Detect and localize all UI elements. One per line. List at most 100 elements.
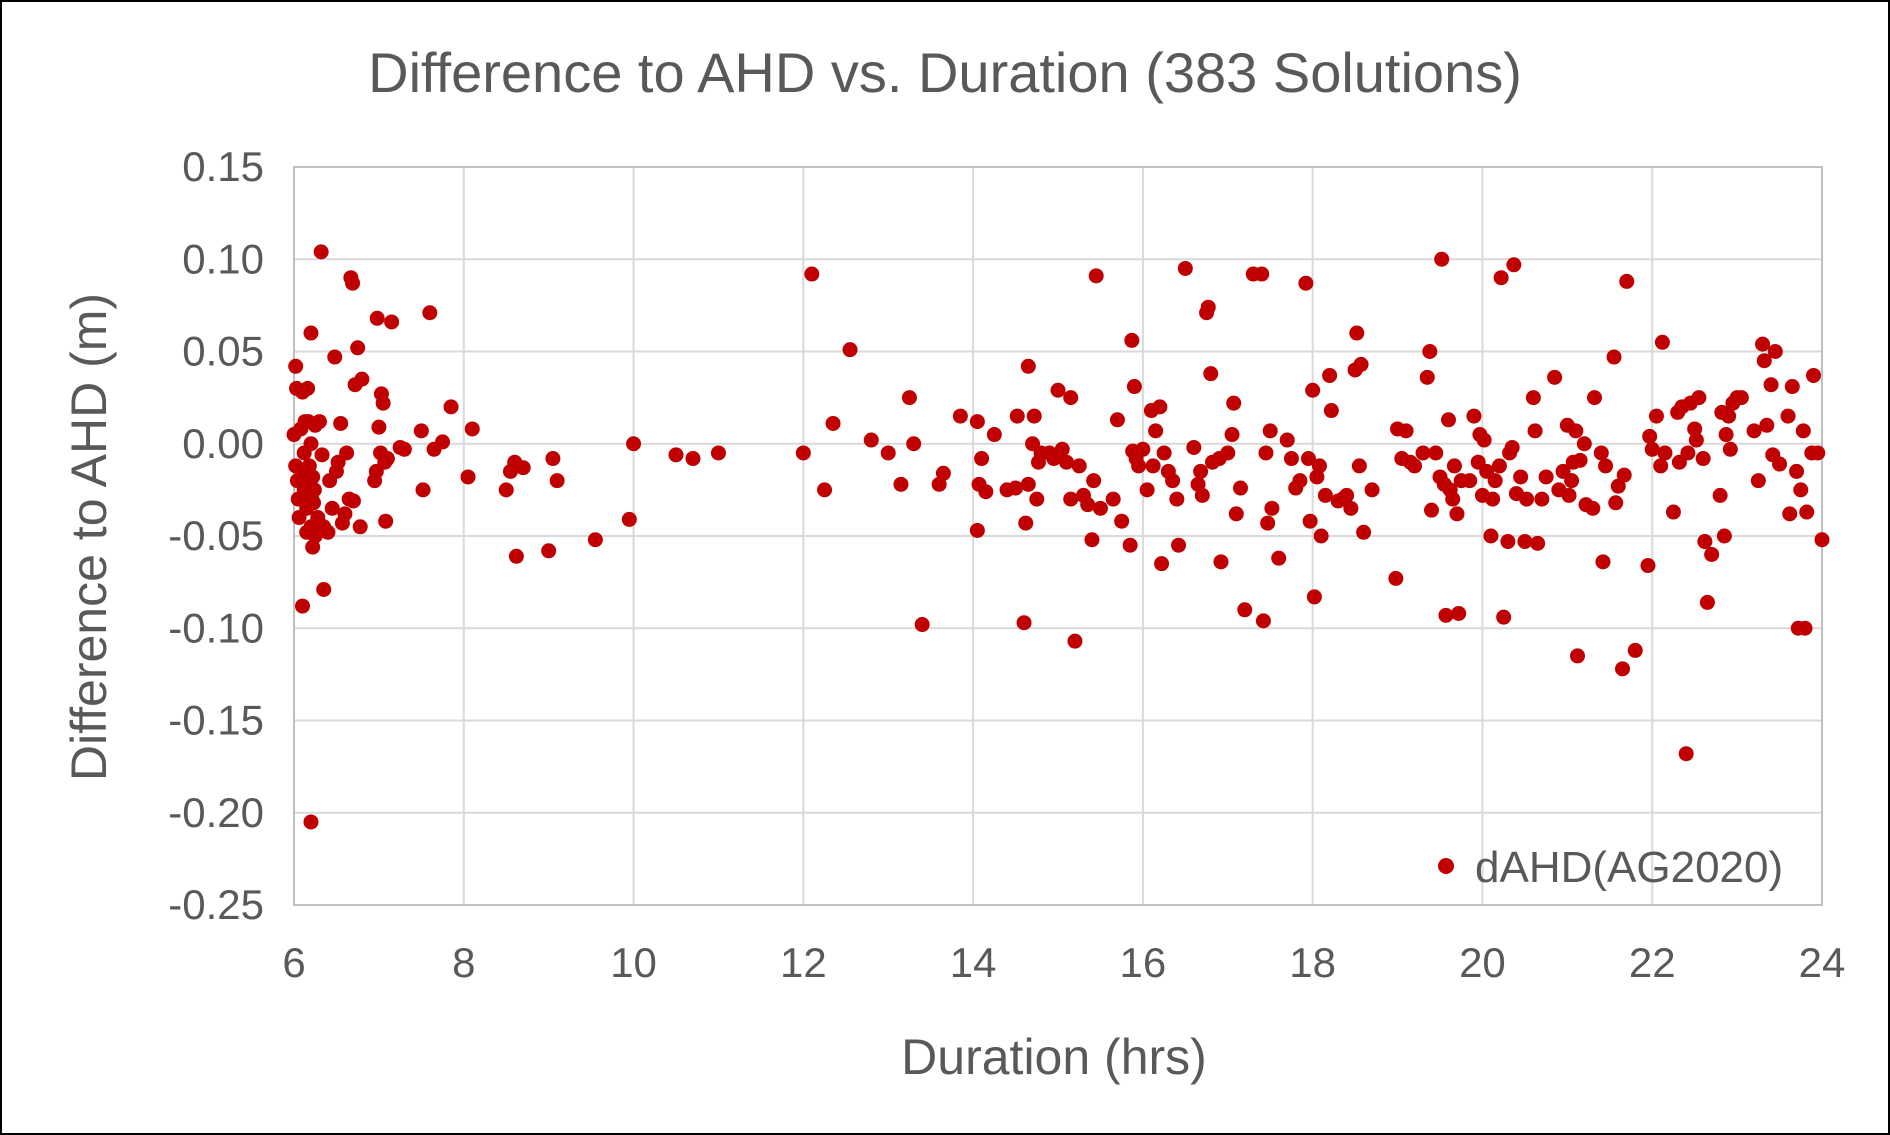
- data-point: [1585, 500, 1601, 516]
- data-point: [350, 340, 366, 356]
- data-point: [306, 482, 322, 498]
- data-point: [1451, 605, 1467, 621]
- data-point: [952, 408, 968, 424]
- data-point: [1193, 463, 1209, 479]
- legend-label: dAHD(AG2020): [1475, 843, 1783, 892]
- data-point: [1063, 390, 1079, 406]
- data-point: [1487, 473, 1503, 489]
- data-point: [817, 482, 833, 498]
- data-point: [880, 445, 896, 461]
- data-point: [685, 451, 701, 467]
- gridlines: [293, 166, 1823, 906]
- data-point: [305, 469, 321, 485]
- data-point: [316, 582, 332, 598]
- data-point: [1298, 275, 1314, 291]
- y-tick-label: 0.15: [182, 143, 264, 190]
- data-point: [1644, 441, 1660, 457]
- data-point: [1789, 463, 1805, 479]
- data-point: [1688, 432, 1704, 448]
- x-tick-label: 18: [1289, 939, 1336, 986]
- data-point: [1255, 613, 1271, 629]
- data-point: [1755, 336, 1771, 352]
- data-point: [1772, 456, 1788, 472]
- data-point: [978, 484, 994, 500]
- data-point: [369, 310, 385, 326]
- data-point: [1343, 500, 1359, 516]
- data-point: [378, 513, 394, 529]
- data-point: [352, 519, 368, 535]
- y-tick-label: -0.10: [168, 604, 264, 651]
- data-point: [300, 380, 316, 396]
- y-tick-label: 0.05: [182, 328, 264, 375]
- data-point: [1616, 467, 1632, 483]
- data-point: [842, 342, 858, 358]
- data-point: [1440, 412, 1456, 428]
- x-axis-title: Duration (hrs): [901, 1029, 1207, 1085]
- data-point: [294, 598, 310, 614]
- data-point: [1152, 399, 1168, 415]
- data-point: [1722, 441, 1738, 457]
- data-point: [986, 427, 1002, 443]
- data-point: [541, 543, 557, 559]
- x-tick-label: 22: [1629, 939, 1676, 986]
- data-point: [1606, 349, 1622, 365]
- data-point: [422, 305, 438, 321]
- data-points: [286, 244, 1830, 830]
- data-point: [1797, 620, 1813, 636]
- data-point: [1203, 366, 1219, 382]
- data-point: [1292, 473, 1308, 489]
- data-point: [1200, 299, 1216, 315]
- data-point: [1165, 473, 1181, 489]
- data-point: [1109, 412, 1125, 428]
- data-point: [1088, 268, 1104, 284]
- data-point: [1530, 535, 1546, 551]
- data-point: [1527, 423, 1543, 439]
- data-point: [415, 482, 431, 498]
- data-point: [1009, 408, 1025, 424]
- data-point: [914, 617, 930, 633]
- data-point: [324, 500, 340, 516]
- data-point: [1648, 408, 1664, 424]
- x-tick-label: 6: [282, 939, 305, 986]
- x-tick-label: 12: [780, 939, 827, 986]
- data-point: [1029, 491, 1045, 507]
- data-point: [1485, 491, 1501, 507]
- y-tick-label: -0.20: [168, 789, 264, 836]
- data-point: [1733, 390, 1749, 406]
- data-point: [1756, 353, 1772, 369]
- data-point: [1058, 454, 1074, 470]
- data-point: [1687, 421, 1703, 437]
- data-point: [1254, 266, 1270, 282]
- data-point: [710, 445, 726, 461]
- data-point: [1313, 528, 1329, 544]
- data-point: [1139, 482, 1155, 498]
- data-point: [1419, 369, 1435, 385]
- data-point: [1364, 482, 1380, 498]
- data-point: [1226, 395, 1242, 411]
- data-point: [1067, 633, 1083, 649]
- data-point: [345, 493, 361, 509]
- data-point: [371, 419, 387, 435]
- x-tick-label: 8: [452, 939, 475, 986]
- data-point: [668, 447, 684, 463]
- data-point: [1699, 594, 1715, 610]
- data-point: [1654, 334, 1670, 350]
- data-point: [333, 415, 349, 431]
- data-point: [1169, 491, 1185, 507]
- data-point: [1493, 270, 1509, 286]
- y-axis-title: Difference to AHD (m): [61, 293, 117, 781]
- data-point: [1054, 441, 1070, 457]
- data-point: [1496, 609, 1512, 625]
- data-point: [1665, 504, 1681, 520]
- data-point: [1177, 260, 1193, 276]
- data-point: [1759, 417, 1775, 433]
- data-point: [303, 325, 319, 341]
- data-point: [379, 451, 395, 467]
- data-point: [1561, 487, 1577, 503]
- data-point: [906, 436, 922, 452]
- data-point: [313, 244, 329, 260]
- data-point: [1260, 515, 1276, 531]
- data-point: [1615, 661, 1631, 677]
- data-point: [1271, 550, 1287, 566]
- data-point: [515, 460, 531, 476]
